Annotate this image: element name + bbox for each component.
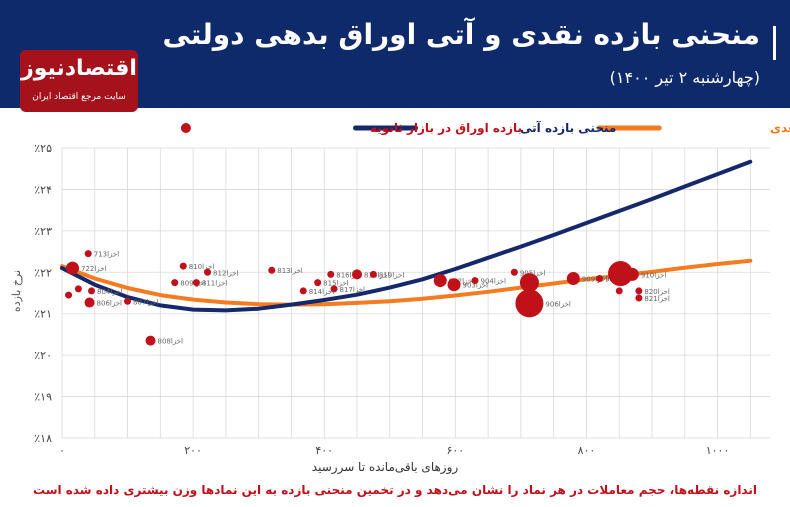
bond-point-label: اخزا814 xyxy=(309,288,335,296)
bond-point xyxy=(471,277,479,285)
bond-point xyxy=(510,268,518,276)
bond-point-label: اخزا910 xyxy=(641,271,667,279)
legend-label: منحنی بازده نقدی xyxy=(770,121,790,135)
bond-point xyxy=(515,289,544,318)
bond-point-label: اخزا817 xyxy=(340,286,366,294)
chart-footnote: اندازه نقطه‌ها، حجم معاملات در هر نماد ر… xyxy=(33,483,757,497)
bond-point-label: اخزا905 xyxy=(520,269,546,277)
bond-point xyxy=(330,285,338,293)
bond-point xyxy=(596,275,604,282)
bond-point xyxy=(635,287,643,295)
y-axis-label: نرخ بازده xyxy=(10,270,23,312)
bond-point-label: اخزا820 xyxy=(644,288,670,296)
bond-point xyxy=(447,278,461,292)
bond-point xyxy=(327,270,335,278)
x-tick-label: ۰ xyxy=(59,444,65,457)
legend-swatch-dot xyxy=(180,123,191,133)
y-tick-label: ٪۲۰ xyxy=(34,349,52,362)
x-tick-label: ۶۰۰ xyxy=(446,444,464,457)
chart-grid xyxy=(61,147,770,439)
bond-point xyxy=(84,250,92,258)
bond-point xyxy=(179,262,187,270)
page-title: منحنی بازده نقدی و آتی اوراق بدهی دولتی xyxy=(162,18,760,51)
y-tick-label: ٪۲۵ xyxy=(34,142,52,155)
y-axis-ticks: ٪۱۸ ٪۱۹ ٪۲۰ ٪۲۱ ٪۲۲ ٪۲۳ ٪۲۴ ٪۲۵ xyxy=(34,142,52,445)
bond-point-label: اخزا806 xyxy=(97,300,123,308)
y-tick-label: ٪۱۹ xyxy=(34,391,52,404)
title-accent-bar xyxy=(773,26,776,60)
bond-point xyxy=(74,285,82,293)
bond-point xyxy=(608,261,634,287)
bond-point xyxy=(145,335,156,346)
x-tick-label: ۸۰۰ xyxy=(578,444,596,457)
bond-point-label: اخزا821 xyxy=(644,295,670,303)
bond-point xyxy=(299,287,307,295)
logo-tagline: سایت مرجع اقتصاد ایران xyxy=(32,92,126,102)
bond-point-label: اخزا811 xyxy=(202,280,228,288)
y-tick-label: ٪۲۳ xyxy=(34,225,52,238)
bond-point xyxy=(171,279,179,287)
forward-yield-curve xyxy=(60,159,753,313)
bond-point xyxy=(615,287,623,295)
legend-label: منحنی بازده آتی xyxy=(520,120,616,135)
y-tick-label: ٪۲۱ xyxy=(34,308,52,321)
bond-point-label: اخزا722 xyxy=(81,265,107,273)
bond-point-label: اخزا810 xyxy=(189,263,215,271)
bond-point xyxy=(124,297,132,305)
bond-point-label: اخزا819 xyxy=(379,271,405,279)
bond-point xyxy=(566,272,580,285)
bond-point-label: اخزا903 xyxy=(463,282,489,290)
bond-point-label: اخزا904 xyxy=(481,278,507,286)
bond-point xyxy=(635,294,643,302)
y-tick-label: ٪۱۸ xyxy=(34,432,52,445)
brand-logo: اقتصادنیوز سایت مرجع اقتصاد ایران xyxy=(20,50,138,112)
x-axis-label: روزهای باقی‌مانده تا سررسید xyxy=(312,460,459,475)
bond-point xyxy=(433,274,447,288)
bond-point xyxy=(88,287,95,295)
bond-point xyxy=(268,266,276,274)
bond-point-label: اخزا818 xyxy=(364,271,390,279)
legend-label: بازده اوراق در بازار ثانویه xyxy=(370,121,522,136)
bond-point xyxy=(84,297,95,308)
bond-point-label: اخزا813 xyxy=(277,267,303,275)
bond-points: اخزا713 اخزا722 اخزا804 اخزا806 اخزا807 اخزا8… xyxy=(65,250,670,346)
bond-point xyxy=(314,279,322,287)
bond-point xyxy=(65,261,79,275)
bond-point-label: اخزا809 xyxy=(180,280,206,288)
bond-point xyxy=(65,291,73,299)
bond-point xyxy=(369,270,377,278)
logo-name: اقتصادنیوز xyxy=(21,56,137,81)
x-tick-label: ۲۰۰ xyxy=(184,444,202,457)
bond-point-label: اخزا804 xyxy=(97,288,123,296)
bond-point xyxy=(192,279,200,287)
bond-point xyxy=(204,268,212,276)
x-tick-label: ۴۰۰ xyxy=(315,444,333,457)
bond-point-label: اخزا807 xyxy=(133,298,159,306)
bond-point-label: اخزا816 xyxy=(336,271,362,279)
bond-point-label: اخزا812 xyxy=(213,269,239,277)
bond-point xyxy=(625,267,639,281)
bond-point-label: اخزا902 xyxy=(449,278,475,286)
bond-point-label: اخزا815 xyxy=(323,280,349,288)
bond-point-label: اخزا906 xyxy=(545,300,571,308)
page-subtitle: (چهارشنبه ۲ تیر ۱۴۰۰) xyxy=(609,68,760,87)
bond-point xyxy=(352,269,362,280)
bond-point xyxy=(519,273,539,293)
x-tick-label: ۱۰۰۰ xyxy=(706,444,730,457)
bond-point-label: اخزا713 xyxy=(94,251,120,259)
y-tick-label: ٪۲۲ xyxy=(34,266,52,279)
bond-point-label: اخزا909 xyxy=(582,276,608,284)
y-tick-label: ٪۲۴ xyxy=(34,183,52,196)
x-axis-ticks: ۰ ۲۰۰ ۴۰۰ ۶۰۰ ۸۰۰ ۱۰۰۰ xyxy=(59,444,729,457)
bond-point-label: اخزا808 xyxy=(158,338,184,346)
